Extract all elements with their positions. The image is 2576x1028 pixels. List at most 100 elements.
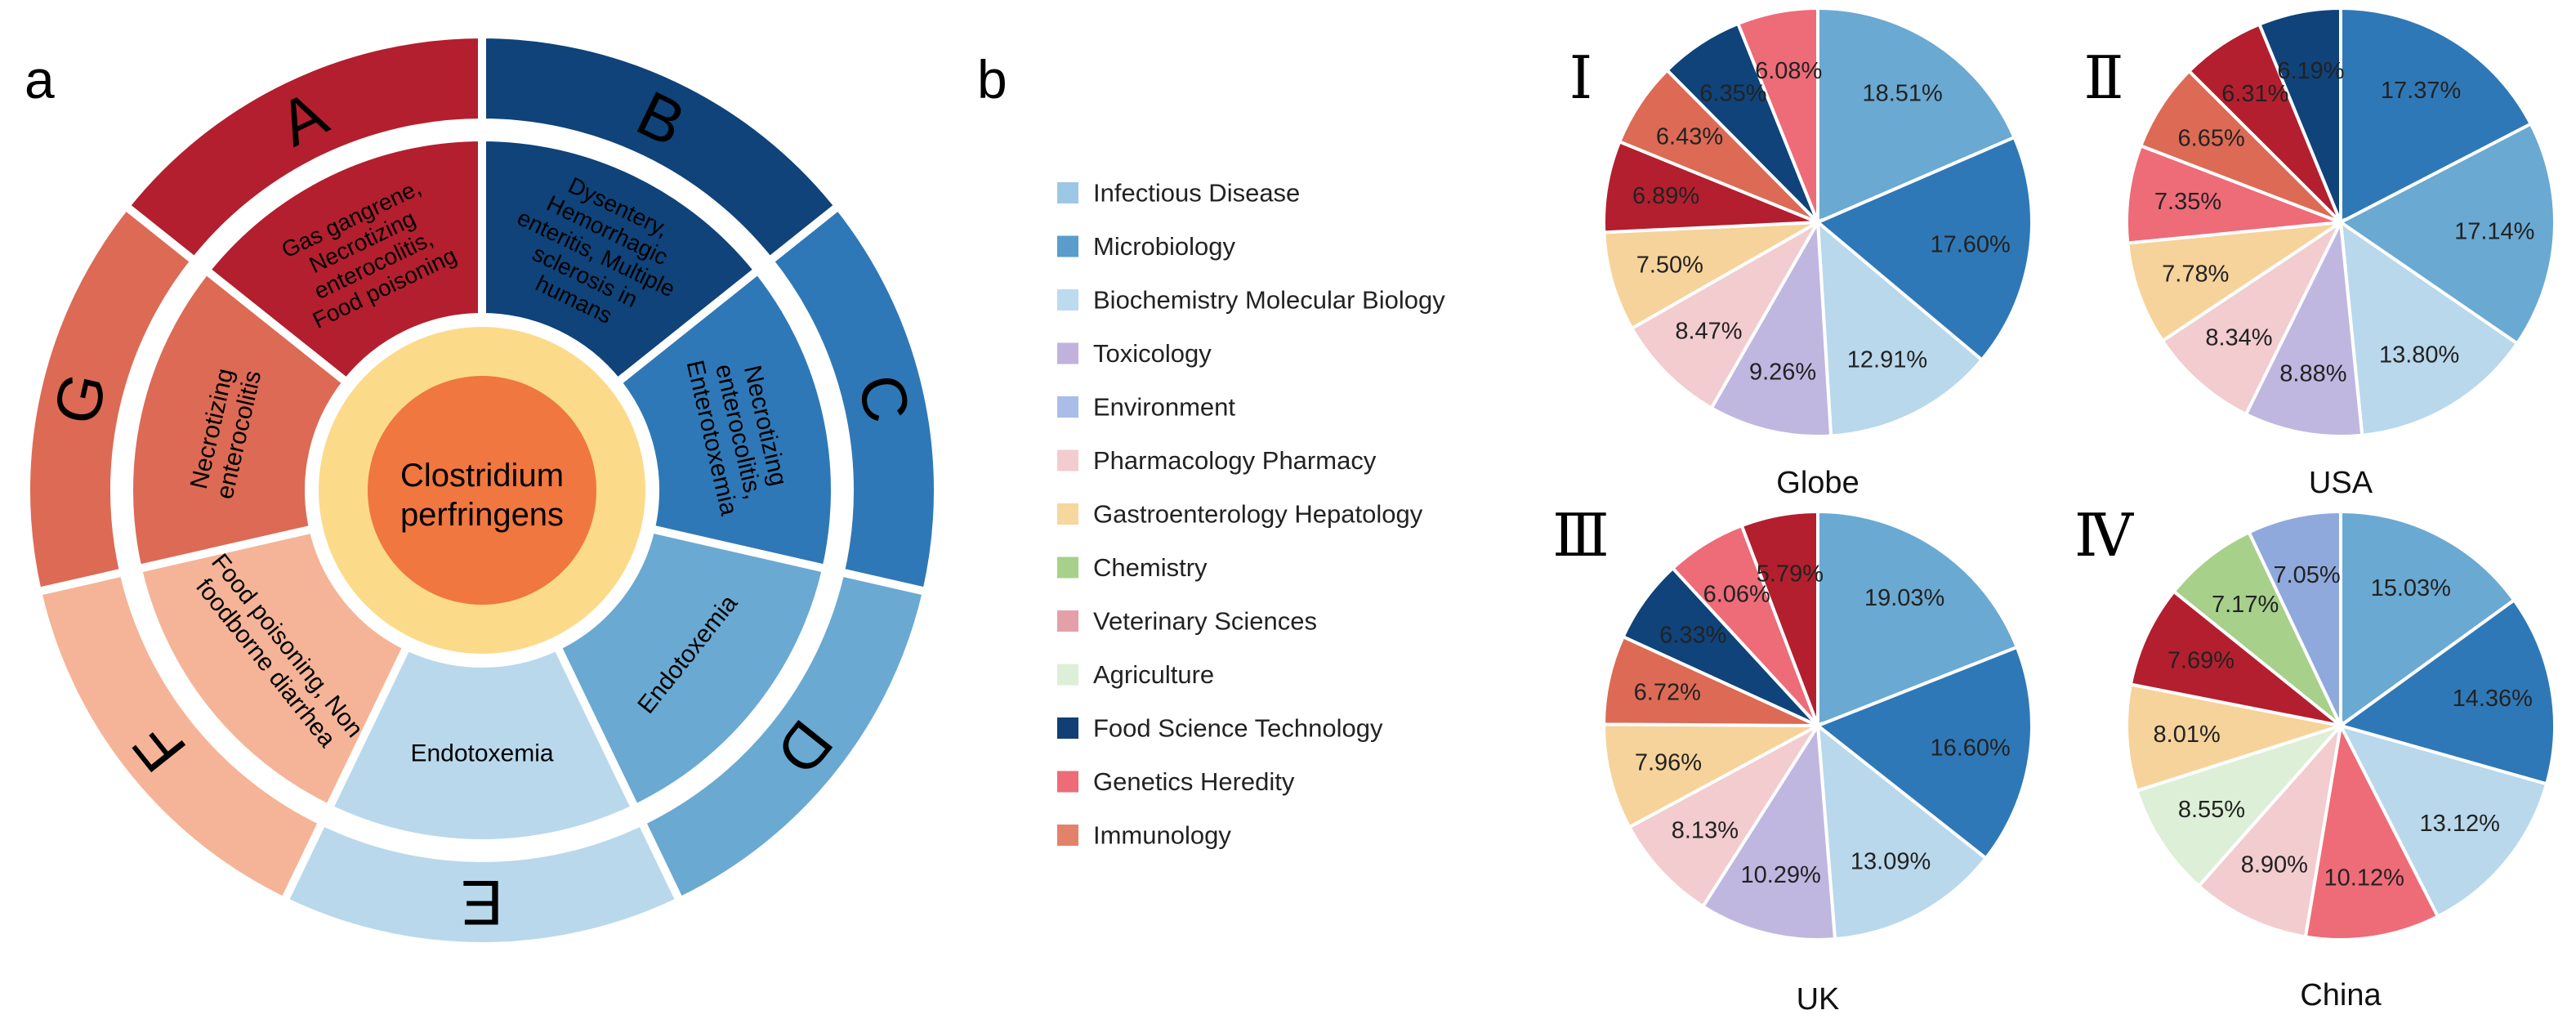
legend-label: Gastroenterology Hepatology <box>1093 500 1423 529</box>
pie-data-label: 8.88% <box>2279 361 2346 387</box>
legend-swatch <box>1057 771 1078 793</box>
pie-data-label: 6.72% <box>1634 679 1701 705</box>
pie-slice <box>2126 221 2342 343</box>
pie-data-label: 13.80% <box>2379 342 2459 368</box>
pie-slice <box>2138 69 2342 224</box>
pie-slice <box>2160 217 2346 417</box>
pie-slice <box>1629 217 1823 411</box>
legend-swatch <box>1057 556 1078 579</box>
pie-title: China <box>2300 978 2382 1012</box>
pie-data-label: 7.17% <box>2212 592 2279 618</box>
pie-slice <box>2339 509 2517 729</box>
pie-data-label: 8.55% <box>2178 797 2245 823</box>
pie-slice <box>2337 722 2549 919</box>
pie-data-label: 7.78% <box>2162 261 2229 287</box>
pie-data-label: 7.50% <box>1636 253 1703 279</box>
pie-data-label: 8.01% <box>2154 722 2221 748</box>
pie-slice <box>1815 218 1984 438</box>
pie-data-label: 6.65% <box>2178 125 2245 151</box>
pie-data-label: 13.09% <box>1851 848 1931 874</box>
pie-data-label: 7.05% <box>2273 562 2340 588</box>
pie-slice <box>1735 6 1819 223</box>
legend-swatch <box>1057 503 1078 525</box>
pie-slice <box>1816 509 2020 728</box>
pie-data-label: 16.60% <box>1930 735 2010 762</box>
center-core <box>368 376 596 605</box>
pie-data-label: 6.33% <box>1659 622 1726 648</box>
pie-data-label: 5.79% <box>1757 561 1824 587</box>
sector-letter-e: E <box>461 867 503 939</box>
legend-label: Environment <box>1093 393 1235 422</box>
pie-numeral: Ⅲ <box>1552 503 1609 569</box>
pie-slice <box>2337 121 2556 346</box>
pie-slice <box>1700 720 1837 941</box>
legend-swatch <box>1057 610 1078 632</box>
pie-slice <box>2247 509 2342 726</box>
pie-uk: 19.03% 16.60% 13.09% 10.29%8.13% 7.96% 6.72% 6… <box>1552 503 2034 1017</box>
pie-data-label: 6.89% <box>1632 183 1699 209</box>
legend-swatch <box>1057 289 1078 311</box>
legend-swatch <box>1057 449 1078 472</box>
legend-swatch <box>1057 235 1078 257</box>
inner-ring-sector-e <box>323 641 641 847</box>
pie-data-label: 6.19% <box>2277 58 2344 84</box>
pie-data-label: 8.13% <box>1672 817 1739 843</box>
pie-data-label: 9.26% <box>1749 360 1816 386</box>
pie-slice <box>1816 6 2017 226</box>
pie-slice <box>1627 721 1823 909</box>
inner-ring-sector-d <box>551 524 832 814</box>
pie-data-label: 15.03% <box>2371 575 2451 601</box>
pie-data-label: 6.35% <box>1699 80 1766 106</box>
panel-a-label: a <box>25 49 55 110</box>
pie-data-label: 6.31% <box>2221 81 2288 107</box>
pie-data-label: 19.03% <box>1864 585 1944 611</box>
pie-slice <box>2337 597 2556 786</box>
legend-label: Veterinary Sciences <box>1093 607 1317 636</box>
pie-slice <box>2134 722 2346 889</box>
pie-title: UK <box>1797 982 1840 1017</box>
pie-numeral: Ⅱ <box>2084 46 2124 111</box>
legend-swatch <box>1057 396 1078 418</box>
pie-data-label: 7.96% <box>1635 750 1702 776</box>
pie-data-label: 17.60% <box>1930 231 2010 257</box>
legend-swatch <box>1057 664 1078 686</box>
pie-data-label: 6.06% <box>1703 582 1770 608</box>
legend-label: Infectious Disease <box>1093 179 1300 208</box>
pie-slice <box>2172 530 2342 727</box>
pie-data-label: 8.47% <box>1675 318 1742 344</box>
pie-data-label: 10.12% <box>2324 865 2404 891</box>
legend: Infectious Disease Microbiology Biochemist… <box>1057 179 1445 850</box>
center-label-line-2: perfringens <box>400 497 564 533</box>
legend-label: Food Science Technology <box>1093 714 1383 743</box>
pie-slice <box>1602 139 1819 235</box>
pie-data-label: 17.37% <box>2381 78 2461 104</box>
sector-text-line: Endotoxemia <box>410 740 553 767</box>
pie-slice <box>2243 216 2364 438</box>
pie-slice <box>2257 6 2342 223</box>
pie-slice <box>1602 221 1819 331</box>
legend-label: Immunology <box>1093 821 1231 850</box>
pie-slice <box>2338 218 2520 437</box>
outer-ring-sector-g <box>22 200 201 597</box>
legend-swatch <box>1057 182 1078 203</box>
sector-text-e: Endotoxemia <box>410 740 553 767</box>
pie-data-label: 6.08% <box>1755 58 1822 84</box>
pie-data-label: 6.43% <box>1656 123 1723 150</box>
legend-label: Biochemistry Molecular Biology <box>1093 286 1445 315</box>
pie-data-label: 7.69% <box>2168 647 2234 673</box>
legend-label: Pharmacology Pharmacy <box>1093 446 1377 475</box>
pie-data-label: 17.14% <box>2454 219 2534 245</box>
pie-slice <box>2125 682 2342 793</box>
pie-data-label: 12.91% <box>1847 346 1927 373</box>
pie-slice <box>1815 645 2034 861</box>
pie-title: USA <box>2309 466 2373 500</box>
pie-data-label: 10.29% <box>1740 862 1820 888</box>
legend-label: Agriculture <box>1093 660 1214 689</box>
legend-label: Microbiology <box>1093 232 1236 261</box>
legend-label: Genetics Heredity <box>1093 767 1295 796</box>
pie-charts: 18.51% 17.60% 12.91% 9.26% 8.47% 7.50% 6.89% 6.… <box>1552 6 2556 1017</box>
pie-data-label: 13.12% <box>2420 811 2500 837</box>
